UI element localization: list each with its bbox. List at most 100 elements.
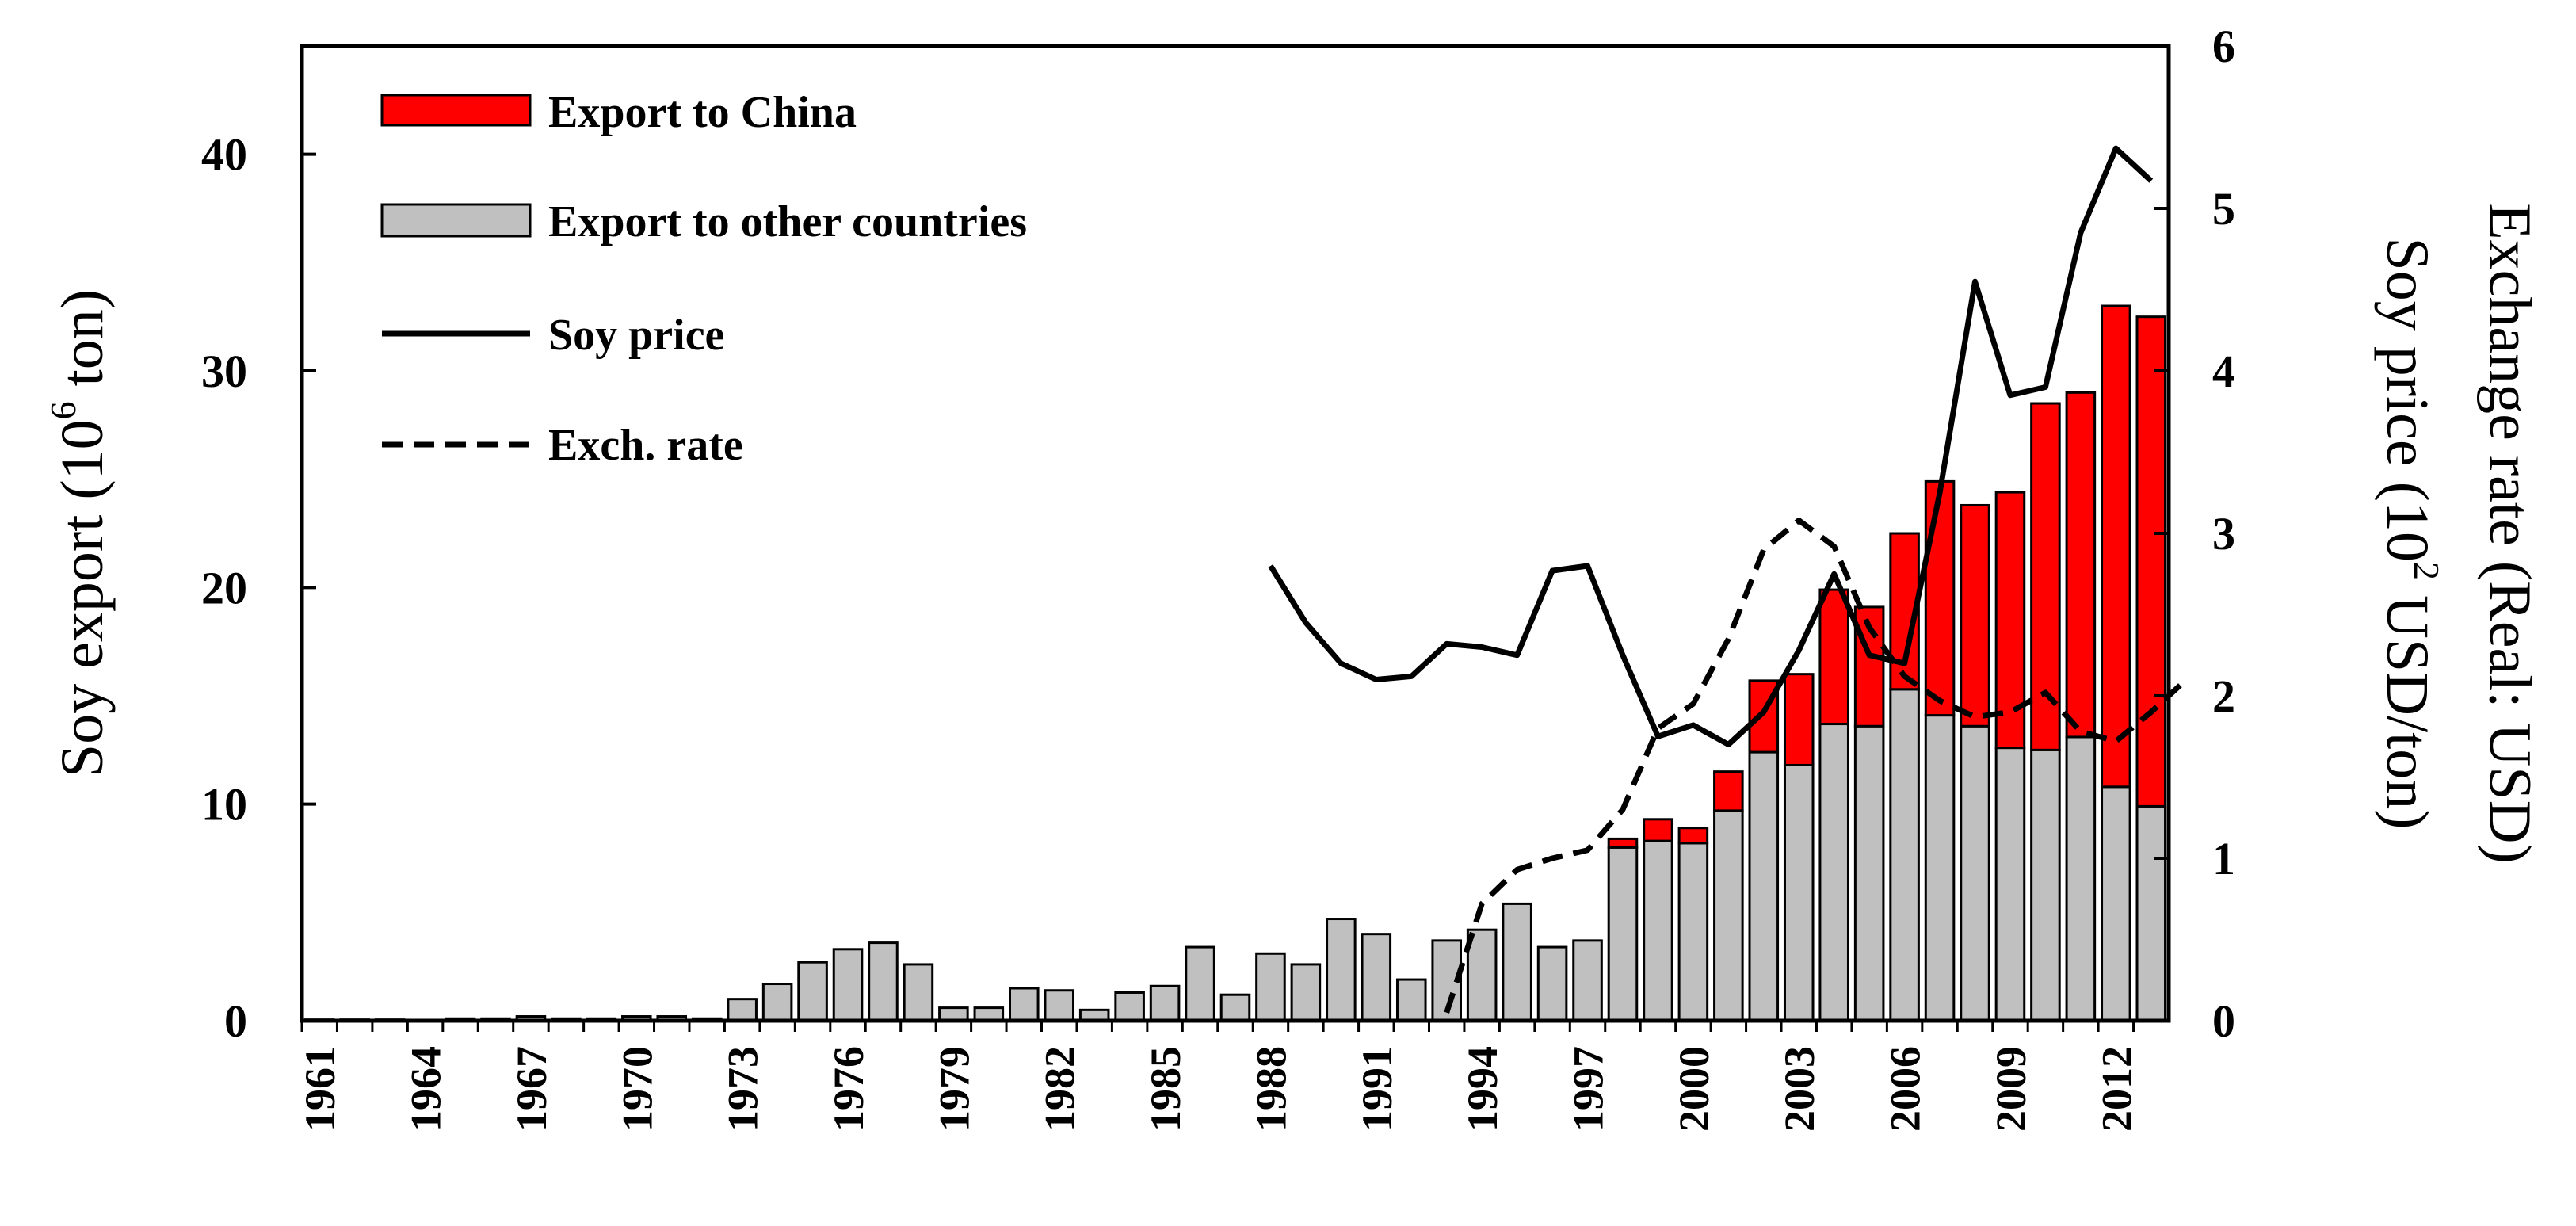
bar-other-1976 [832, 948, 864, 1022]
bar-china-2013 [2135, 315, 2167, 808]
bar-other-2004 [1818, 723, 1849, 1022]
y-axis-right-title-1: Exchange rate (Real: USD) [2477, 203, 2544, 864]
bar-other-1999 [1643, 839, 1673, 1022]
bar-other-2005 [1853, 724, 1885, 1022]
bar-china-2007 [1924, 479, 1956, 717]
tick-label-right-4: 4 [2212, 346, 2235, 397]
tick-label-x-1997: 1997 [1565, 1046, 1612, 1132]
bar-china-2001 [1713, 770, 1744, 812]
y-axis-right-title-2: Soy price (102 USD/ton) [2374, 237, 2448, 829]
tick-label-x-2006: 2006 [1882, 1046, 1929, 1132]
tick-label-x-1982: 1982 [1036, 1046, 1084, 1132]
bar-other-1978 [903, 963, 934, 1022]
bar-china-2004 [1818, 588, 1849, 726]
tick-label-left-20: 20 [201, 562, 247, 613]
bar-other-1992 [1395, 978, 1427, 1022]
tick-label-x-1964: 1964 [403, 1046, 450, 1132]
y-axis-right-title-2-sup: 2 [2406, 562, 2447, 580]
y-axis-right-title-2-main: Soy price (10 [2374, 237, 2441, 561]
bar-other-1990 [1326, 918, 1357, 1022]
y-axis-left-title: Soy export (106 ton) [43, 289, 116, 777]
bar-other-1988 [1255, 952, 1286, 1022]
bar-other-1982 [1044, 989, 1075, 1022]
bar-other-2003 [1783, 763, 1815, 1022]
legend: Export to China Export to other countrie… [380, 88, 1027, 470]
bar-other-1977 [868, 941, 899, 1022]
y-axis-left-title-end: ton) [49, 289, 116, 401]
legend-label-other: Export to other countries [548, 197, 1027, 246]
bar-other-1987 [1219, 993, 1251, 1022]
bar-other-2008 [1960, 724, 1990, 1022]
legend-label-exch-rate: Exch. rate [548, 421, 743, 470]
tick-label-right-3: 3 [2212, 508, 2235, 560]
bar-other-1995 [1502, 902, 1532, 1022]
bar-other-1998 [1607, 846, 1639, 1022]
tick-label-right-6: 6 [2212, 21, 2235, 72]
bar-other-1997 [1572, 939, 1603, 1022]
tick-label-right-1: 1 [2212, 833, 2235, 884]
plot-frame [300, 44, 2171, 1023]
y-axis-left-title-sup: 6 [43, 401, 83, 419]
tick-label-left-10: 10 [201, 779, 247, 831]
bar-other-1973 [727, 998, 758, 1022]
bars-layer [303, 304, 2167, 1022]
lines-layer [1268, 145, 2189, 1014]
tick-label-x-1991: 1991 [1353, 1046, 1401, 1132]
tick-label-x-1970: 1970 [613, 1046, 661, 1132]
bar-other-2001 [1713, 809, 1744, 1022]
bar-other-1974 [761, 983, 793, 1022]
tick-label-x-1994: 1994 [1459, 1046, 1506, 1132]
bar-other-1984 [1114, 991, 1145, 1022]
bar-other-1989 [1290, 963, 1322, 1022]
tick-label-left-30: 30 [201, 346, 247, 397]
tick-label-x-2000: 2000 [1670, 1046, 1718, 1132]
tick-label-x-1961: 1961 [296, 1046, 344, 1132]
line-soy-price [1268, 145, 2154, 747]
bar-other-1975 [797, 961, 828, 1022]
bar-china-2003 [1783, 673, 1815, 766]
tick-label-x-1985: 1985 [1142, 1046, 1189, 1132]
tick-label-right-0: 0 [2212, 995, 2235, 1047]
bar-china-1999 [1643, 818, 1673, 842]
axes-layer: 0 10 20 30 40 0 1 2 3 4 5 6 1961 1964 1967 1970 1973 1976… [201, 21, 2235, 1132]
bar-other-2007 [1924, 714, 1956, 1022]
tick-label-x-1973: 1973 [719, 1046, 767, 1132]
bar-other-2012 [2101, 785, 2131, 1022]
tick-label-x-1976: 1976 [825, 1046, 872, 1132]
tick-label-x-2003: 2003 [1776, 1046, 1823, 1132]
bar-china-2011 [2065, 391, 2097, 739]
bar-other-2010 [2030, 748, 2061, 1022]
y-axis-left-title-main: Soy export (10 [49, 419, 116, 777]
legend-label-soy-price: Soy price [548, 311, 724, 360]
y-axis-right-title-2-end: USD/ton) [2374, 580, 2441, 830]
bar-china-2000 [1677, 827, 1709, 845]
tick-label-x-1988: 1988 [1247, 1046, 1295, 1132]
bar-china-2010 [2030, 402, 2061, 751]
legend-swatch-other [380, 203, 532, 238]
tick-label-right-2: 2 [2212, 670, 2235, 722]
bar-other-2000 [1677, 842, 1709, 1022]
bar-other-1994 [1466, 928, 1498, 1022]
bar-other-2006 [1889, 688, 1920, 1022]
tick-label-left-40: 40 [201, 129, 247, 181]
bar-other-1991 [1361, 933, 1392, 1022]
bar-other-1985 [1149, 984, 1181, 1022]
bar-other-1981 [1009, 987, 1040, 1022]
tick-label-right-5: 5 [2212, 183, 2235, 235]
tick-label-x-1967: 1967 [508, 1046, 555, 1132]
bar-other-1996 [1536, 945, 1568, 1022]
tick-label-x-2009: 2009 [1987, 1046, 2035, 1132]
bar-china-2008 [1960, 503, 1990, 728]
legend-swatch-china [380, 94, 532, 127]
bar-other-1986 [1185, 945, 1215, 1022]
bar-other-2009 [1994, 747, 2026, 1022]
tick-label-x-2012: 2012 [2093, 1046, 2140, 1132]
tick-label-x-1979: 1979 [930, 1046, 978, 1132]
bar-other-2013 [2135, 804, 2167, 1022]
legend-label-china: Export to China [548, 88, 857, 137]
tick-label-left-0: 0 [224, 995, 247, 1047]
bar-other-2002 [1748, 750, 1780, 1022]
bar-china-1998 [1607, 837, 1639, 849]
